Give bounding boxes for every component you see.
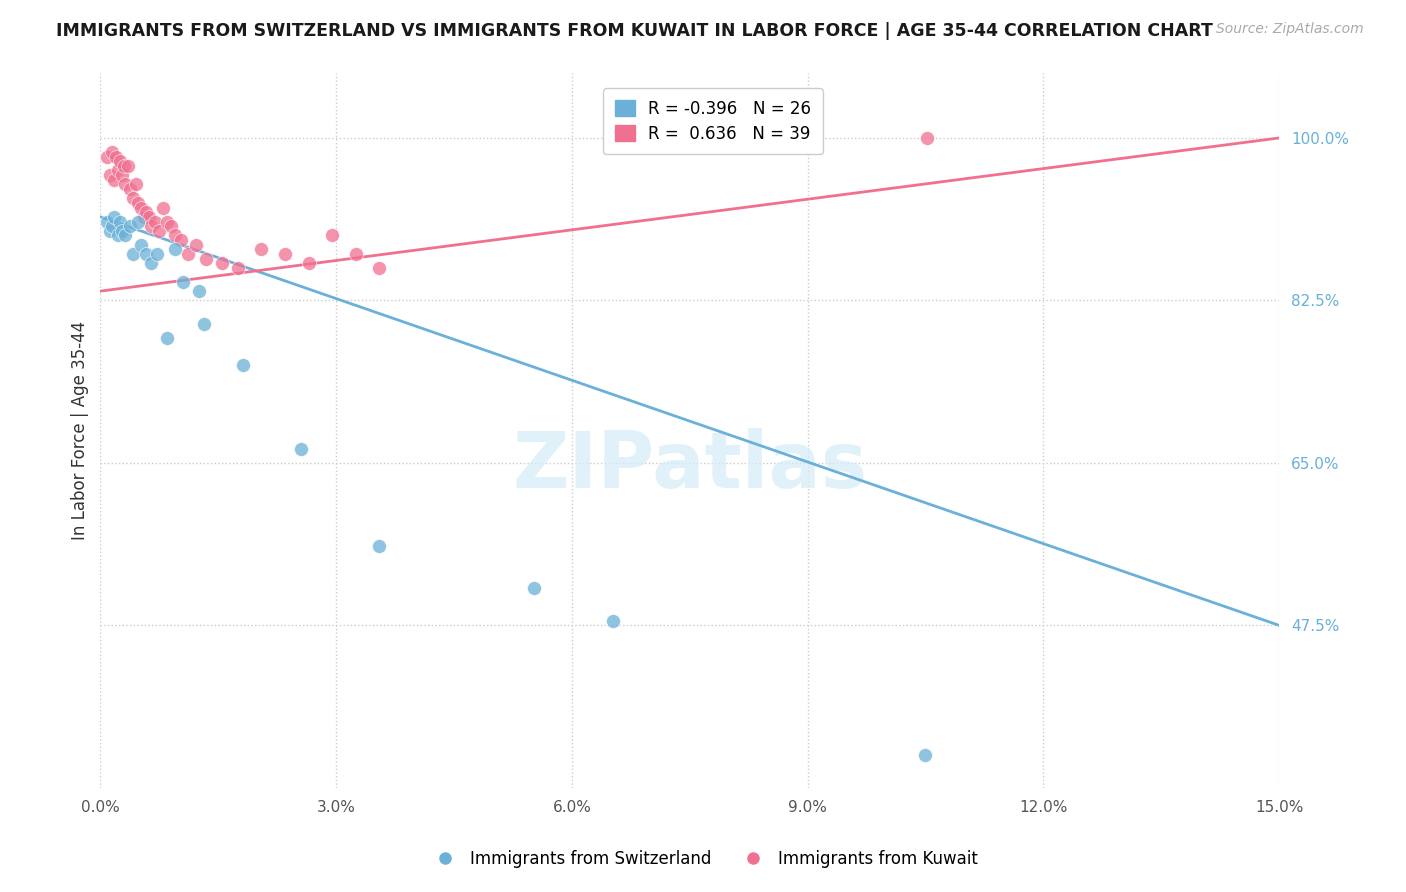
Point xyxy=(108,214,131,228)
Point xyxy=(344,247,367,261)
Point xyxy=(163,243,186,257)
Point xyxy=(602,614,624,628)
Text: ZIPatlas: ZIPatlas xyxy=(512,428,868,504)
Point xyxy=(172,275,194,289)
Point xyxy=(127,214,149,228)
Point xyxy=(103,172,125,186)
Text: Source: ZipAtlas.com: Source: ZipAtlas.com xyxy=(1216,22,1364,37)
Point xyxy=(195,252,218,266)
Point xyxy=(187,284,209,298)
Point xyxy=(177,247,200,261)
Point xyxy=(156,214,179,228)
Point xyxy=(122,247,145,261)
Point xyxy=(141,219,163,234)
Point xyxy=(135,205,157,219)
Point xyxy=(98,224,121,238)
Legend: Immigrants from Switzerland, Immigrants from Kuwait: Immigrants from Switzerland, Immigrants … xyxy=(422,844,984,875)
Point xyxy=(368,540,391,554)
Point xyxy=(368,260,391,275)
Text: IMMIGRANTS FROM SWITZERLAND VS IMMIGRANTS FROM KUWAIT IN LABOR FORCE | AGE 35-44: IMMIGRANTS FROM SWITZERLAND VS IMMIGRANT… xyxy=(56,22,1213,40)
Point xyxy=(96,149,118,163)
Y-axis label: In Labor Force | Age 35-44: In Labor Force | Age 35-44 xyxy=(72,321,89,540)
Point xyxy=(250,243,273,257)
Point xyxy=(111,168,134,182)
Point xyxy=(148,224,170,238)
Point xyxy=(122,191,145,205)
Point xyxy=(107,163,129,178)
Point xyxy=(169,233,191,247)
Point xyxy=(160,219,183,234)
Point xyxy=(96,214,118,228)
Point xyxy=(98,168,121,182)
Point xyxy=(103,210,125,224)
Point xyxy=(297,256,319,270)
Point xyxy=(211,256,233,270)
Point xyxy=(120,219,142,234)
Point xyxy=(120,182,142,196)
Point xyxy=(112,159,135,173)
Point xyxy=(915,131,938,145)
Legend: R = -0.396   N = 26, R =  0.636   N = 39: R = -0.396 N = 26, R = 0.636 N = 39 xyxy=(603,88,823,154)
Point xyxy=(152,201,174,215)
Point xyxy=(114,228,136,243)
Point xyxy=(101,219,124,234)
Point xyxy=(226,260,249,275)
Point xyxy=(129,237,152,252)
Point xyxy=(135,247,157,261)
Point xyxy=(108,154,131,169)
Point xyxy=(117,159,139,173)
Point xyxy=(163,228,186,243)
Point xyxy=(107,228,129,243)
Point xyxy=(138,210,160,224)
Point xyxy=(523,581,546,595)
Point xyxy=(156,330,179,344)
Point xyxy=(101,145,124,159)
Point xyxy=(114,178,136,192)
Point xyxy=(125,178,148,192)
Point xyxy=(141,256,163,270)
Point xyxy=(129,201,152,215)
Point xyxy=(105,149,128,163)
Point xyxy=(146,247,169,261)
Point xyxy=(127,196,149,211)
Point xyxy=(193,317,215,331)
Point xyxy=(143,214,166,228)
Point xyxy=(132,210,155,224)
Point xyxy=(290,442,312,456)
Point xyxy=(111,224,134,238)
Point xyxy=(321,228,343,243)
Point xyxy=(186,237,208,252)
Point xyxy=(274,247,297,261)
Point xyxy=(232,359,254,373)
Point xyxy=(914,748,936,763)
